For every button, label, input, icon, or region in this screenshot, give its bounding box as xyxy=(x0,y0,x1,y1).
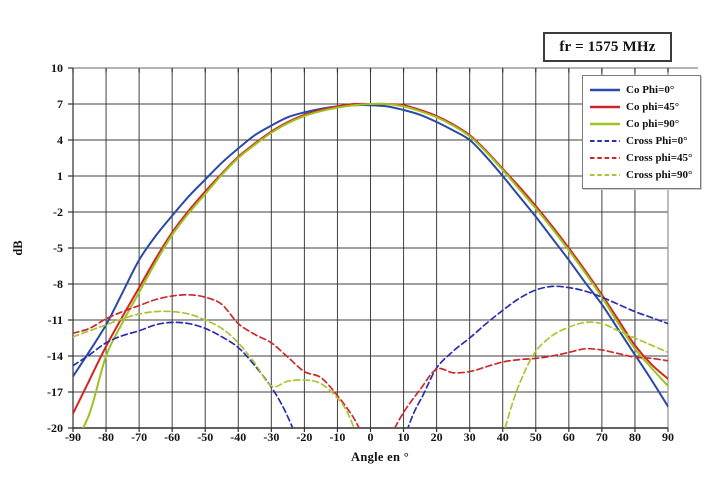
series-curve-cross-phi-90 xyxy=(504,321,668,428)
x-axis-title: Angle en ° xyxy=(351,450,409,464)
x-tick-label: -80 xyxy=(98,430,114,444)
x-tick-label: 50 xyxy=(530,430,542,444)
y-tick-label: 10 xyxy=(51,61,63,75)
x-tick-label: 80 xyxy=(629,430,641,444)
legend-item-co-phi-0: Co Phi=0° xyxy=(589,81,700,98)
series-curve-co-phi-90 xyxy=(81,102,668,428)
x-tick-label: 60 xyxy=(563,430,575,444)
x-tick-label: 0 xyxy=(368,430,374,444)
y-axis-title: dB xyxy=(11,240,25,256)
x-tick-labels: -90 -80 -70 -60 -50 -40 -30 -20 -10 0 10 20 30 40 50 60… xyxy=(65,430,674,444)
legend-label: Co Phi=0° xyxy=(626,83,675,96)
series-cross-phi-90 xyxy=(73,310,668,428)
y-tick-label: -8 xyxy=(53,277,63,291)
x-tick-label: -20 xyxy=(296,430,312,444)
x-tick-label: -90 xyxy=(65,430,81,444)
y-tick-label: -17 xyxy=(47,385,63,399)
legend: Co Phi=0° Co phi=45° Co phi=90° Cross Phi=0… xyxy=(582,75,701,189)
x-tick-label: -40 xyxy=(230,430,246,444)
legend-label: Co phi=45° xyxy=(626,100,680,113)
legend-label: Cross phi=90° xyxy=(626,168,693,181)
series-curve-cross-phi-45 xyxy=(73,293,360,428)
legend-swatch-cross-phi-45 xyxy=(590,156,620,159)
frequency-box-label: fr = 1575 MHz xyxy=(559,38,656,55)
x-tick-label: 70 xyxy=(596,430,608,444)
series-curve-co-phi-0 xyxy=(73,104,668,408)
series-co-phi-0 xyxy=(73,104,668,408)
x-tick-label: 20 xyxy=(431,430,443,444)
x-tick-label: 90 xyxy=(662,430,674,444)
series-curve-cross-phi-0 xyxy=(73,321,294,428)
y-tick-label: 1 xyxy=(57,169,63,183)
frequency-box: fr = 1575 MHz xyxy=(543,32,672,62)
x-tick-label: -60 xyxy=(164,430,180,444)
series-layer xyxy=(73,102,668,428)
y-tick-labels: 10 7 4 1 -2 -5 -8 -11 -14 -17 -20 xyxy=(47,61,63,435)
legend-item-cross-phi-45: Cross phi=45° xyxy=(589,149,700,166)
axis-ticks xyxy=(68,67,669,432)
legend-item-cross-phi-90: Cross phi=90° xyxy=(589,166,700,183)
y-tick-label: -11 xyxy=(48,313,63,327)
legend-item-co-phi-45: Co phi=45° xyxy=(589,98,700,115)
legend-swatch-co-phi-90 xyxy=(590,122,620,125)
legend-label: Cross phi=45° xyxy=(626,151,693,164)
x-tick-label: 10 xyxy=(398,430,410,444)
legend-item-cross-phi-0: Cross Phi=0° xyxy=(589,132,700,149)
x-tick-label: -10 xyxy=(329,430,345,444)
legend-label: Cross Phi=0° xyxy=(626,134,688,147)
y-tick-label: -2 xyxy=(53,205,63,219)
series-curve-cross-phi-45 xyxy=(393,347,668,428)
y-tick-label: -20 xyxy=(47,421,63,435)
legend-item-co-phi-90: Co phi=90° xyxy=(589,115,700,132)
x-tick-label: 30 xyxy=(464,430,476,444)
y-tick-label: -14 xyxy=(47,349,63,363)
legend-swatch-co-phi-45 xyxy=(590,105,620,108)
series-cross-phi-45 xyxy=(73,293,668,428)
legend-swatch-co-phi-0 xyxy=(590,88,620,91)
series-curve-cross-phi-90 xyxy=(73,310,355,428)
x-tick-label: -70 xyxy=(131,430,147,444)
y-tick-label: 7 xyxy=(57,97,63,111)
legend-swatch-cross-phi-90 xyxy=(590,173,620,176)
legend-swatch-cross-phi-0 xyxy=(590,139,620,142)
y-tick-label: -5 xyxy=(53,241,63,255)
x-tick-label: -50 xyxy=(197,430,213,444)
series-co-phi-90 xyxy=(81,102,668,428)
x-tick-label: -30 xyxy=(263,430,279,444)
y-tick-label: 4 xyxy=(57,133,63,147)
x-tick-label: 40 xyxy=(497,430,509,444)
legend-label: Co phi=90° xyxy=(626,117,680,130)
